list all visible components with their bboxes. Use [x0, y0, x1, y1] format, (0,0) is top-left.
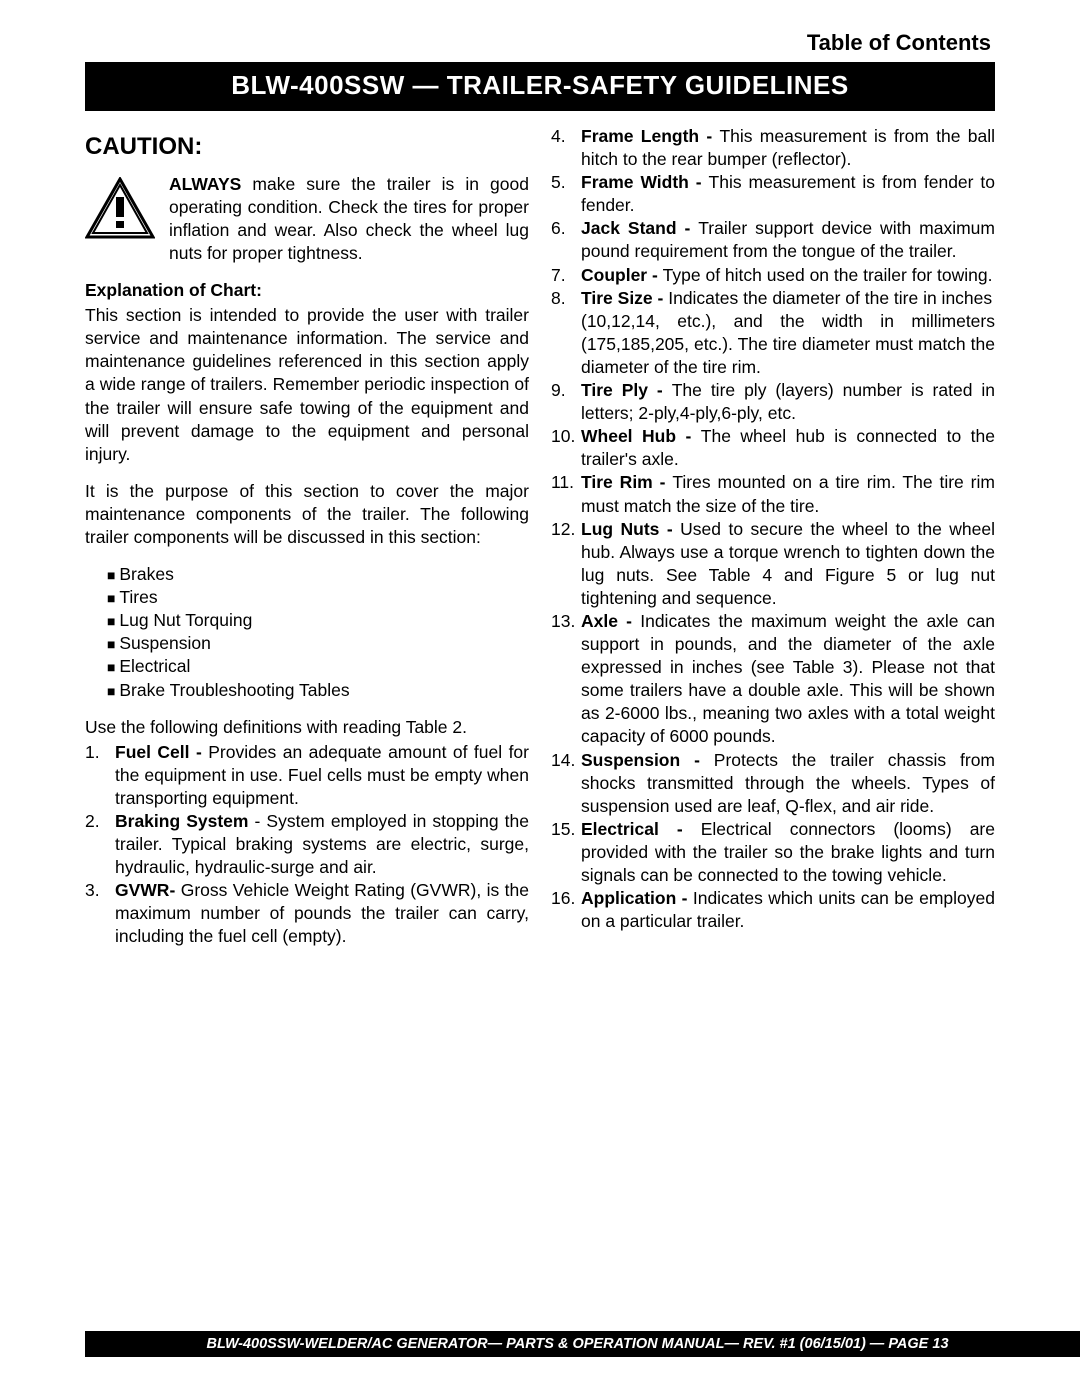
definition-term: Braking System — [115, 811, 255, 831]
definition-item: 8.Tire Size - Indicates the diameter of … — [551, 287, 995, 379]
bullet-item: Brakes — [107, 563, 529, 586]
definition-term: Application - — [581, 888, 693, 908]
definition-term: Suspension - — [581, 750, 714, 770]
footer-bar: BLW-400SSW-WELDER/AC GENERATOR— PARTS & … — [85, 1331, 1080, 1357]
definition-item: 14.Suspension - Protects the trailer cha… — [551, 749, 995, 818]
use-definitions-line: Use the following definitions with readi… — [85, 716, 529, 739]
definition-term: Tire Rim - — [581, 472, 672, 492]
definition-item: 12.Lug Nuts - Used to secure the wheel t… — [551, 518, 995, 610]
definition-term: Frame Length - — [581, 126, 719, 146]
definition-number: 7. — [551, 264, 581, 287]
bullet-item: Brake Troubleshooting Tables — [107, 679, 529, 702]
definition-body: Axle - Indicates the maximum weight the … — [581, 610, 995, 749]
definition-item: 3.GVWR- Gross Vehicle Weight Rating (GVW… — [85, 879, 529, 948]
bullet-item: Suspension — [107, 632, 529, 655]
definition-body: Lug Nuts - Used to secure the wheel to t… — [581, 518, 995, 610]
definition-body: Tire Size - Indicates the diameter of th… — [581, 287, 995, 379]
definition-body: Jack Stand - Trailer support device with… — [581, 217, 995, 263]
definition-number: 16. — [551, 887, 581, 933]
definition-number: 2. — [85, 810, 115, 879]
caution-row: ALWAYS make sure the trailer is in good … — [85, 173, 529, 265]
definition-number: 8. — [551, 287, 581, 379]
definition-body: Tire Rim - Tires mounted on a tire rim. … — [581, 471, 995, 517]
definition-number: 4. — [551, 125, 581, 171]
definition-item: 9.Tire Ply - The tire ply (layers) numbe… — [551, 379, 995, 425]
explanation-heading: Explanation of Chart: — [85, 279, 529, 302]
definition-body: Coupler - Type of hitch used on the trai… — [581, 264, 995, 287]
definition-item: 2.Braking System - System employed in st… — [85, 810, 529, 879]
definition-item: 4.Frame Length - This measurement is fro… — [551, 125, 995, 171]
definition-body: Fuel Cell - Provides an adequate amount … — [115, 741, 529, 810]
definition-body: Frame Width - This measurement is from f… — [581, 171, 995, 217]
definition-item: 10.Wheel Hub - The wheel hub is connecte… — [551, 425, 995, 471]
definition-number: 5. — [551, 171, 581, 217]
definition-item: 5.Frame Width - This measurement is from… — [551, 171, 995, 217]
title-bar: BLW-400SSW — TRAILER-SAFETY GUIDELINES — [85, 62, 995, 111]
definition-body: Wheel Hub - The wheel hub is connected t… — [581, 425, 995, 471]
definition-term: Wheel Hub - — [581, 426, 701, 446]
definition-term: Fuel Cell - — [115, 742, 208, 762]
definitions-right: 4.Frame Length - This measurement is fro… — [551, 125, 995, 933]
definition-item: 13.Axle - Indicates the maximum weight t… — [551, 610, 995, 749]
definition-body: GVWR- Gross Vehicle Weight Rating (GVWR)… — [115, 879, 529, 948]
definition-body: Application - Indicates which units can … — [581, 887, 995, 933]
component-bullets: BrakesTiresLug Nut TorquingSuspensionEle… — [85, 563, 529, 702]
caution-heading: CAUTION: — [85, 131, 529, 163]
definition-body: Tire Ply - The tire ply (layers) number … — [581, 379, 995, 425]
definition-number: 1. — [85, 741, 115, 810]
definition-body: Electrical - Electrical connectors (loom… — [581, 818, 995, 887]
definition-number: 10. — [551, 425, 581, 471]
definition-number: 6. — [551, 217, 581, 263]
right-column: 4.Frame Length - This measurement is fro… — [551, 125, 995, 949]
definition-term: Coupler - — [581, 265, 663, 285]
definition-term: Frame Width - — [581, 172, 709, 192]
definition-text: Type of hitch used on the trailer for to… — [663, 265, 993, 285]
definition-term: Axle - — [581, 611, 640, 631]
definition-number: 11. — [551, 471, 581, 517]
definition-item: 15.Electrical - Electrical connectors (l… — [551, 818, 995, 887]
definition-body: Suspension - Protects the trailer chassi… — [581, 749, 995, 818]
definition-body: Braking System - System employed in stop… — [115, 810, 529, 879]
explanation-p1: This section is intended to provide the … — [85, 304, 529, 466]
definition-term: Lug Nuts - — [581, 519, 680, 539]
explanation-p2: It is the purpose of this section to cov… — [85, 480, 529, 549]
bullet-item: Tires — [107, 586, 529, 609]
warning-triangle-icon — [85, 177, 155, 245]
bullet-item: Lug Nut Torquing — [107, 609, 529, 632]
definition-item: 7.Coupler - Type of hitch used on the tr… — [551, 264, 995, 287]
definition-number: 13. — [551, 610, 581, 749]
definition-term: GVWR- — [115, 880, 181, 900]
bullet-item: Electrical — [107, 655, 529, 678]
caution-always: ALWAYS — [169, 174, 241, 194]
definition-item: 16.Application - Indicates which units c… — [551, 887, 995, 933]
definition-text: Indicates the maximum weight the axle ca… — [581, 611, 995, 746]
definition-term: Tire Size - — [581, 288, 668, 308]
definition-number: 3. — [85, 879, 115, 948]
definition-item: 11.Tire Rim - Tires mounted on a tire ri… — [551, 471, 995, 517]
definition-number: 15. — [551, 818, 581, 887]
definition-body: Frame Length - This measurement is from … — [581, 125, 995, 171]
definition-item: 1.Fuel Cell - Provides an adequate amoun… — [85, 741, 529, 810]
definition-item: 6.Jack Stand - Trailer support device wi… — [551, 217, 995, 263]
content-columns: CAUTION: ALWAYS make sure the trailer is… — [85, 125, 995, 949]
definition-number: 9. — [551, 379, 581, 425]
left-column: CAUTION: ALWAYS make sure the trailer is… — [85, 125, 529, 949]
definitions-left: 1.Fuel Cell - Provides an adequate amoun… — [85, 741, 529, 949]
toc-link[interactable]: Table of Contents — [85, 30, 995, 56]
caution-text: ALWAYS make sure the trailer is in good … — [169, 173, 529, 265]
definition-number: 14. — [551, 749, 581, 818]
definition-number: 12. — [551, 518, 581, 610]
definition-term: Electrical - — [581, 819, 701, 839]
definition-term: Tire Ply - — [581, 380, 672, 400]
definition-term: Jack Stand - — [581, 218, 698, 238]
